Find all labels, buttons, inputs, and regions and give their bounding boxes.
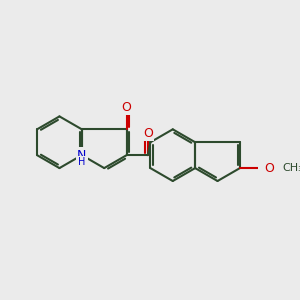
Text: O: O [264,162,274,175]
Text: N: N [77,149,86,162]
Text: O: O [143,127,153,140]
Text: H: H [78,158,85,167]
Text: CH₃: CH₃ [283,163,300,173]
Text: O: O [122,101,131,114]
